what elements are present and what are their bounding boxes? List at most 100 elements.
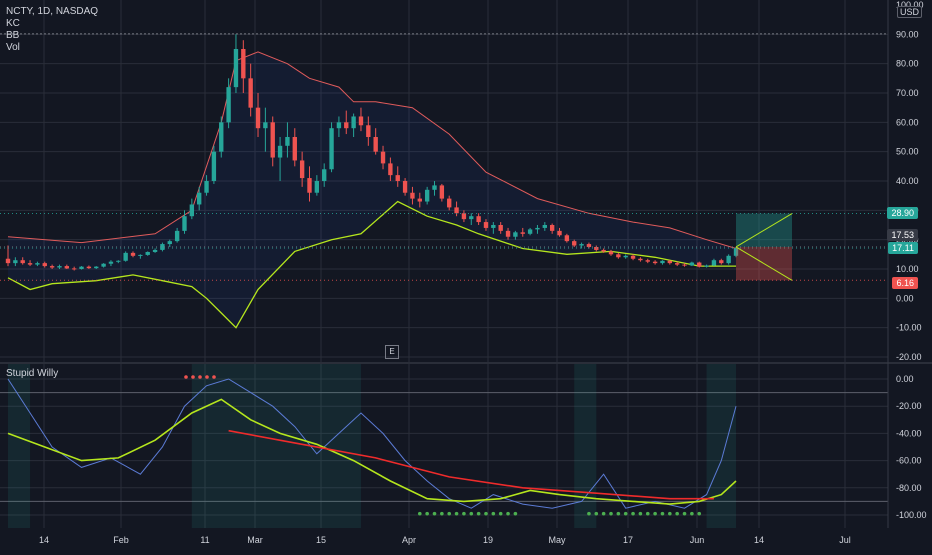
signal-dot — [506, 511, 510, 516]
signal-dot — [631, 511, 635, 516]
signal-dot — [668, 511, 672, 516]
candle-body — [483, 222, 489, 228]
currency-badge[interactable]: USD — [896, 6, 922, 18]
signal-dot — [682, 511, 687, 516]
symbol-line[interactable]: NCTY, 1D, NASDAQ — [6, 6, 99, 17]
signal-dot-top — [205, 375, 209, 379]
candle-body — [660, 260, 665, 264]
candle-body — [248, 78, 253, 108]
signal-dot — [462, 511, 466, 516]
signal-dot — [623, 511, 628, 516]
candle-body — [174, 230, 180, 242]
candle-body — [101, 263, 106, 267]
x-tick-label: 17 — [623, 535, 633, 545]
candle-body — [498, 225, 503, 231]
candle-body — [623, 255, 628, 258]
candle-body — [417, 198, 422, 202]
candle-body — [344, 122, 349, 129]
candle-body — [542, 225, 547, 228]
price-tag-stop: 6.16 — [892, 277, 918, 289]
signal-dot — [484, 511, 488, 516]
indicator-bb[interactable]: BB — [6, 30, 20, 41]
osc-y-tick-label: -100.00 — [896, 510, 927, 520]
x-tick-label: Feb — [113, 535, 129, 545]
candle-body — [395, 175, 400, 181]
candle-body — [145, 251, 150, 255]
candle-body — [94, 266, 99, 269]
x-tick-label: 15 — [316, 535, 326, 545]
candle-body — [329, 128, 334, 170]
osc-series-line — [228, 429, 714, 500]
projection-down-line — [735, 246, 793, 281]
x-tick-label: Apr — [402, 535, 416, 545]
signal-dot — [638, 511, 643, 516]
candle-body — [557, 230, 562, 236]
candle-body — [182, 216, 187, 231]
candle-body — [410, 192, 415, 199]
candle-body — [726, 255, 731, 264]
candle-body — [697, 262, 702, 267]
signal-dot — [645, 511, 650, 516]
osc-y-tick-label: 0.00 — [896, 374, 914, 384]
candle-body — [314, 181, 320, 193]
kc-upper-line — [7, 51, 737, 249]
candle-body — [520, 232, 525, 234]
x-tick-label: Mar — [247, 535, 263, 545]
signal-dot — [491, 511, 496, 516]
signal-dot — [594, 511, 599, 516]
osc-y-tick-label: -20.00 — [896, 401, 922, 411]
candle-body — [439, 185, 445, 199]
candle-body — [733, 248, 739, 256]
price-tag-entry: 17.53 — [887, 229, 918, 241]
candle-body — [307, 178, 312, 193]
y-tick-label: 70.00 — [896, 88, 919, 98]
candle-body — [351, 116, 356, 129]
candle-body — [189, 204, 195, 217]
candle-body — [535, 227, 540, 230]
signal-zone — [574, 364, 597, 528]
signal-zone — [706, 364, 736, 528]
candle-body — [358, 116, 364, 126]
candle-body — [49, 266, 55, 268]
candle-body — [5, 258, 11, 264]
lower-pane-title[interactable]: Stupid Willy — [6, 368, 59, 379]
candle-body — [226, 87, 231, 123]
indicator-kc[interactable]: KC — [6, 18, 20, 29]
x-tick-label: 19 — [483, 535, 493, 545]
x-tick-label: Jul — [839, 535, 851, 545]
candle-body — [564, 235, 570, 242]
candle-body — [586, 244, 592, 247]
y-tick-label: 40.00 — [896, 176, 919, 186]
y-tick-label: 80.00 — [896, 59, 919, 69]
signal-dot-top — [198, 375, 202, 379]
candle-body — [204, 181, 209, 193]
y-tick-label: 90.00 — [896, 29, 919, 39]
candle-body — [616, 254, 621, 258]
candle-body — [638, 258, 643, 261]
signal-dot — [653, 511, 657, 516]
candle-body — [20, 260, 25, 264]
candle-body — [299, 160, 305, 179]
candle-body — [674, 263, 680, 265]
x-tick-label: 11 — [200, 535, 209, 545]
candle-body — [454, 207, 459, 214]
candle-body — [608, 251, 614, 255]
chart-legend: NCTY, 1D, NASDAQ KC BB Vol — [6, 6, 98, 54]
candle-body — [167, 241, 172, 245]
earnings-marker[interactable]: E — [385, 345, 399, 359]
x-tick-label: May — [548, 535, 566, 545]
signal-dot — [587, 511, 591, 516]
candle-body — [86, 266, 92, 269]
candle-body — [689, 262, 695, 266]
candle-body — [233, 49, 239, 88]
candle-body — [652, 261, 658, 264]
indicator-vol[interactable]: Vol — [6, 42, 20, 53]
candle-body — [241, 49, 246, 79]
x-tick-label: Jun — [690, 535, 705, 545]
y-tick-label: 50.00 — [896, 147, 919, 157]
signal-dot — [513, 511, 518, 516]
signal-dot — [660, 511, 665, 516]
signal-dot-top — [212, 375, 216, 379]
